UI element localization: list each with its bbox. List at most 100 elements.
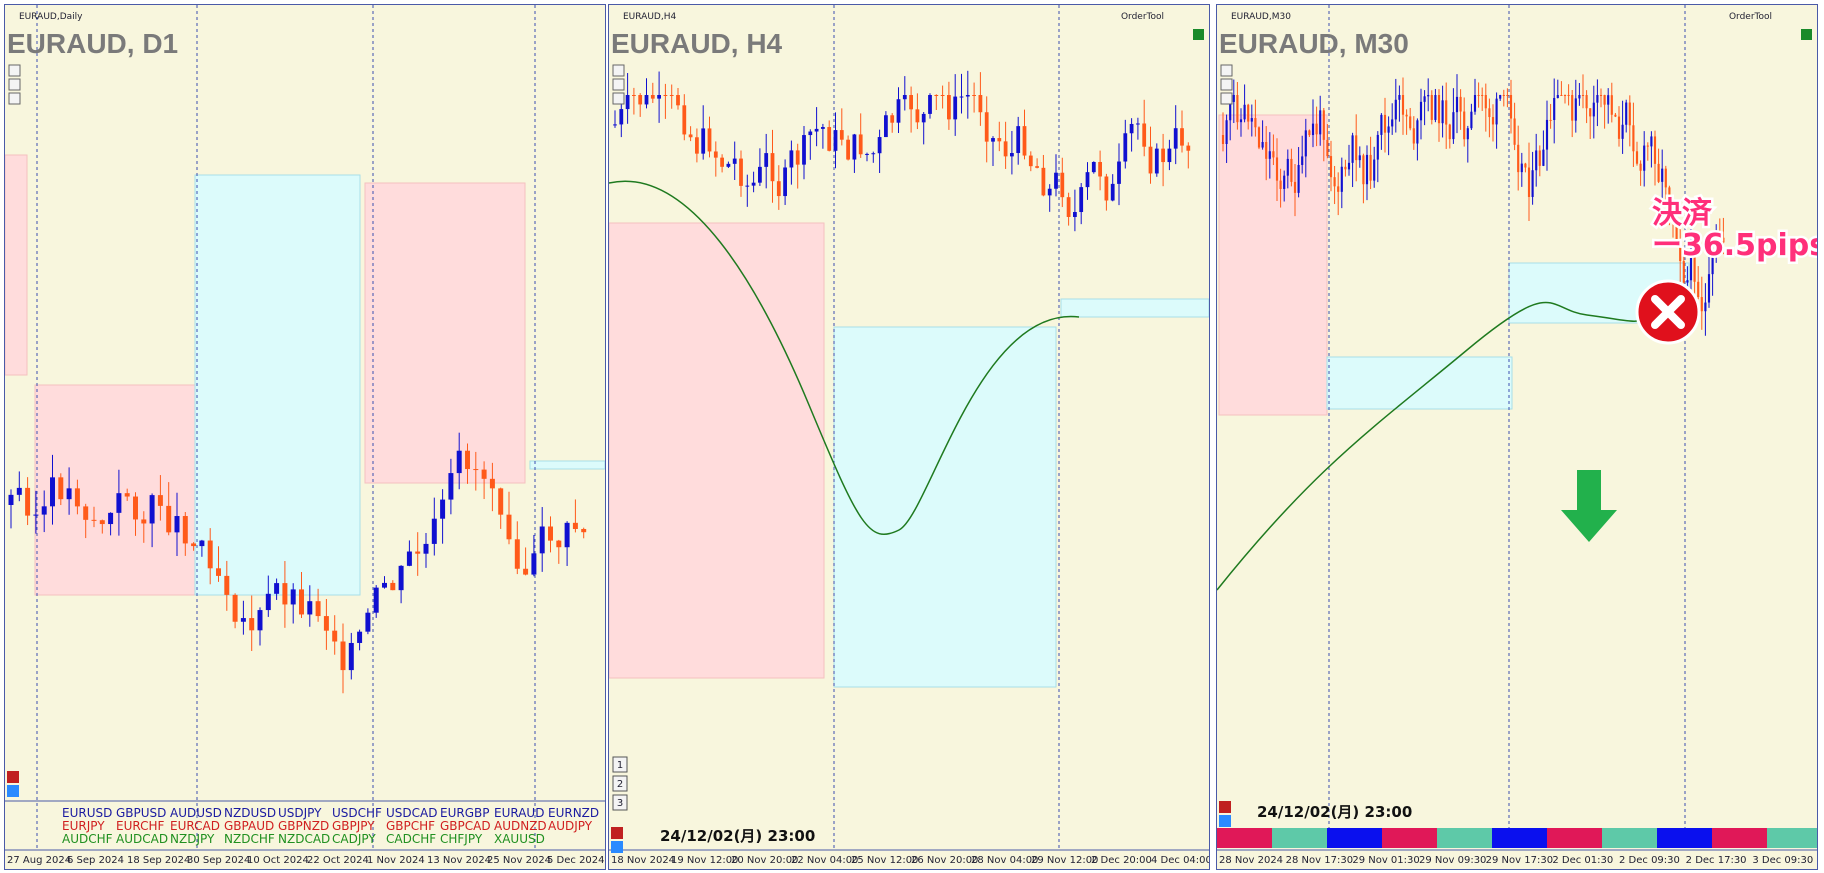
candle-body	[1297, 164, 1300, 193]
candle-body	[997, 138, 1002, 142]
symbol-button[interactable]: EURUSD	[62, 806, 112, 820]
scroll-button[interactable]	[612, 78, 625, 91]
symbol-button[interactable]: USDCAD	[386, 806, 437, 820]
symbol-button[interactable]: EURCHF	[116, 819, 165, 833]
candle-body	[1459, 96, 1462, 112]
panel-control[interactable]	[7, 785, 19, 797]
candle-body	[1477, 95, 1480, 96]
scroll-button[interactable]	[612, 92, 625, 105]
candle-body	[498, 488, 504, 515]
symbol-button[interactable]: EURCAD	[170, 819, 220, 833]
candle-body	[274, 583, 280, 594]
symbol-button[interactable]: NZDCHF	[224, 832, 275, 846]
candle-body	[1340, 166, 1343, 192]
candle-body	[357, 631, 363, 643]
candle-body	[713, 151, 718, 158]
symbol-button[interactable]: GBPCHF	[386, 819, 435, 833]
order-tool-label: OrderTool	[1729, 12, 1772, 22]
candle-body	[99, 520, 105, 525]
symbol-button[interactable]: CADJPY	[332, 832, 376, 846]
chart-panel: EURAUD,H4 EURAUD, H4 OrderTool 18 Nov 2024 1…	[608, 4, 1210, 870]
symbol-button[interactable]: EURJPY	[62, 819, 105, 833]
symbol-button[interactable]: CHFJPY	[440, 832, 483, 846]
symbol-button[interactable]: GBPUSD	[116, 806, 166, 820]
candle-body	[373, 587, 379, 613]
candle-body	[928, 95, 932, 114]
symbol-button[interactable]: EURAUD	[494, 806, 544, 820]
symbol-button[interactable]: NZDJPY	[170, 832, 215, 846]
candle-body	[1148, 146, 1153, 174]
candle-body	[1679, 242, 1682, 262]
scroll-button[interactable]	[8, 92, 21, 105]
candle-body	[1362, 155, 1365, 185]
candle-body	[1585, 95, 1588, 109]
candle-body	[1445, 100, 1448, 125]
candle-body	[431, 518, 437, 544]
panel-control[interactable]	[7, 771, 19, 783]
symbol-button[interactable]: AUDCAD	[116, 832, 168, 846]
candle-body	[1495, 98, 1498, 125]
number-button[interactable]	[612, 794, 628, 811]
candle-body	[406, 551, 412, 566]
number-button[interactable]	[612, 775, 628, 792]
scroll-button[interactable]	[8, 78, 21, 91]
scroll-button[interactable]	[612, 64, 625, 77]
order-tool-button[interactable]	[1193, 29, 1204, 40]
candle-body	[1423, 96, 1426, 102]
order-tool-button[interactable]	[1801, 29, 1812, 40]
candle-body	[108, 512, 114, 525]
symbol-button[interactable]: AUDUSD	[170, 806, 222, 820]
symbol-button[interactable]: EURGBP	[440, 806, 489, 820]
candle-body	[1506, 95, 1509, 96]
candle-body	[802, 135, 806, 165]
symbol-button[interactable]: XAUUSD	[494, 832, 545, 846]
symbol-button[interactable]: GBPCAD	[440, 819, 491, 833]
symbol-button[interactable]: CADCHF	[386, 832, 436, 846]
panel-caption: EURAUD,M30	[1231, 12, 1291, 22]
symbol-button[interactable]: AUDCHF	[62, 832, 113, 846]
scroll-button[interactable]	[8, 64, 21, 77]
candle-body	[1365, 154, 1369, 185]
date-label: 2 Dec 09:30	[1619, 855, 1680, 866]
candle-body	[16, 487, 22, 495]
panel-control[interactable]	[611, 841, 623, 853]
date-label: 18 Nov 2024	[611, 855, 675, 866]
scroll-button[interactable]	[1220, 92, 1233, 105]
symbol-button[interactable]: NZDUSD	[224, 806, 276, 820]
scroll-button[interactable]	[1220, 64, 1233, 77]
candle-body	[1329, 156, 1333, 178]
symbol-button[interactable]: EURNZD	[548, 806, 599, 820]
symbol-button[interactable]: USDCHF	[332, 806, 382, 820]
number-button[interactable]	[612, 756, 628, 773]
candle-body	[619, 109, 624, 125]
candle-body	[789, 150, 794, 168]
panel-control[interactable]	[1219, 801, 1231, 813]
session-strip	[1767, 828, 1817, 848]
panel-title: EURAUD, H4	[611, 28, 783, 59]
symbol-button[interactable]: AUDNZD	[494, 819, 547, 833]
candle-body	[1129, 123, 1134, 134]
symbol-button[interactable]: GBPJPY	[332, 819, 375, 833]
candle-body	[1556, 95, 1559, 99]
symbol-button[interactable]: AUDJPY	[548, 819, 593, 833]
panel-caption: EURAUD,Daily	[19, 12, 83, 22]
candle-body	[1542, 149, 1545, 166]
candle-body	[1441, 100, 1444, 124]
panel-control[interactable]	[1219, 815, 1231, 827]
symbol-button[interactable]: GBPNZD	[278, 819, 329, 833]
candle-body	[66, 488, 72, 500]
annotation-text: 決済	[1652, 196, 1713, 231]
date-label: 18 Sep 2024	[127, 855, 190, 866]
symbol-button[interactable]: NZDCAD	[278, 832, 330, 846]
date-axis	[609, 850, 1209, 869]
candle-body	[548, 526, 553, 541]
symbol-button[interactable]: USDJPY	[278, 806, 322, 820]
candle-body	[1376, 134, 1379, 160]
symbol-button[interactable]: GBPAUD	[224, 819, 274, 833]
candle-body	[232, 594, 238, 622]
panel-control[interactable]	[611, 827, 623, 839]
candle-body	[1488, 108, 1491, 118]
candle-body	[1250, 118, 1253, 122]
candle-body	[116, 493, 122, 513]
scroll-button[interactable]	[1220, 78, 1233, 91]
